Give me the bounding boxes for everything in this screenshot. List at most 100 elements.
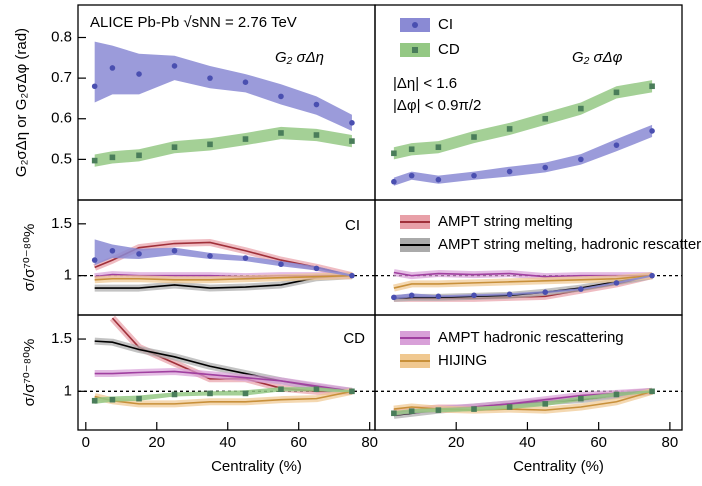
error-band [94,126,352,167]
data-point [242,390,249,397]
error-band [94,41,352,131]
data-point [391,150,397,157]
data-point [242,79,249,85]
data-point [171,247,178,254]
data-point [91,257,98,263]
x-tick-label: 60 [590,434,607,451]
panel-frame [77,4,376,201]
data-point [435,407,442,413]
data-point [649,128,655,134]
data-point [91,83,98,90]
data-point [649,272,655,279]
y-tick-label: 1 [64,267,72,284]
x-tick-label: 40 [519,434,536,451]
x-axis-label: Centrality (%) [513,458,604,475]
y-tick-label: 0.6 [51,110,72,127]
annotation: |Δφ| < 0.9π/2 [393,97,481,114]
data-point [506,168,513,175]
y-tick-label: 1 [64,382,72,399]
data-point [207,75,213,81]
data-point [578,286,584,292]
panel: 0.5 0.6 0.7 0.8 G₂σΔη or G₂σΔφ (rad) ALICE Pb… [13,4,376,201]
data-point [109,154,116,161]
data-point [613,142,620,148]
annotation: G₂ σΔη [275,49,324,66]
data-point [109,247,116,254]
legend-label: CI [438,16,453,33]
data-point [649,388,655,395]
data-point [506,404,513,410]
data-point [109,65,116,71]
data-point [471,172,477,179]
data-point [109,396,116,403]
y-tick-label: 0.7 [51,69,72,86]
data-point [136,395,142,402]
x-tick-label: 20 [148,434,165,451]
data-point [207,253,213,259]
data-point [506,126,513,132]
data-point [207,141,213,148]
model-line [94,274,352,281]
legend-label: AMPT string melting, hadronic rescatteri… [438,236,702,253]
annotation: CI [345,217,360,234]
data-point [391,294,397,301]
legend-label: CD [438,41,460,58]
legend-marker [412,22,418,28]
data-point [207,390,213,397]
panel: 1 1.5 σ/σ⁷⁰⁻⁸⁰% CI [21,199,376,316]
plot-area [375,269,682,302]
data-point [542,164,549,171]
error-band [94,239,352,277]
x-tick-label: 60 [290,434,307,451]
legend-label: HIJING [438,352,487,369]
data-point [391,178,397,185]
x-tick-label: 40 [219,434,236,451]
data-point [136,251,142,257]
annotation: G₂ σΔφ [572,49,623,66]
data-point [313,265,320,272]
legend-label: AMPT hadronic rescattering [438,329,624,346]
data-point [613,391,620,398]
panel: AMPT string melting AMPT string melting, … [374,199,702,316]
x-tick-label: 0 [82,434,90,451]
y-tick-label: 0.8 [51,28,72,45]
error-band [393,80,653,160]
legend-label: AMPT string melting [438,213,573,230]
data-point [349,120,355,126]
data-point [349,388,355,395]
data-point [313,132,320,138]
plot-area [391,80,655,186]
y-axis-label: G₂σΔη or G₂σΔφ (rad) [13,28,30,177]
error-band [393,274,653,300]
data-point [91,397,98,404]
panel: 1 1.5 0 20 40 60 80 Centrality (%) σ/σ⁷⁰⁻⁸⁰% CD [21,314,378,475]
error-band [94,387,352,404]
data-point [578,156,584,163]
model-line [94,390,353,405]
plot-area [91,41,355,167]
data-point [471,292,477,299]
x-tick-label: 80 [361,434,378,451]
data-point [349,272,355,279]
model-line [94,370,353,393]
data-point [408,408,415,414]
x-tick-label: 80 [662,434,679,451]
plot-area [375,387,682,419]
annotation: |Δη| < 1.6 [393,75,457,92]
data-point [278,386,284,393]
data-point [435,176,442,183]
model-line [393,274,653,289]
data-point [578,105,584,112]
data-point [313,386,320,393]
data-point [136,152,142,159]
data-point [391,410,397,417]
data-point [313,101,320,108]
data-point [408,292,415,299]
data-point [649,83,655,90]
y-tick-label: 1.5 [51,215,72,232]
y-axis-label: σ/σ⁷⁰⁻⁸⁰% [21,224,38,292]
data-point [91,157,98,164]
error-band [393,390,653,416]
data-point [278,261,284,268]
data-point [435,293,442,300]
